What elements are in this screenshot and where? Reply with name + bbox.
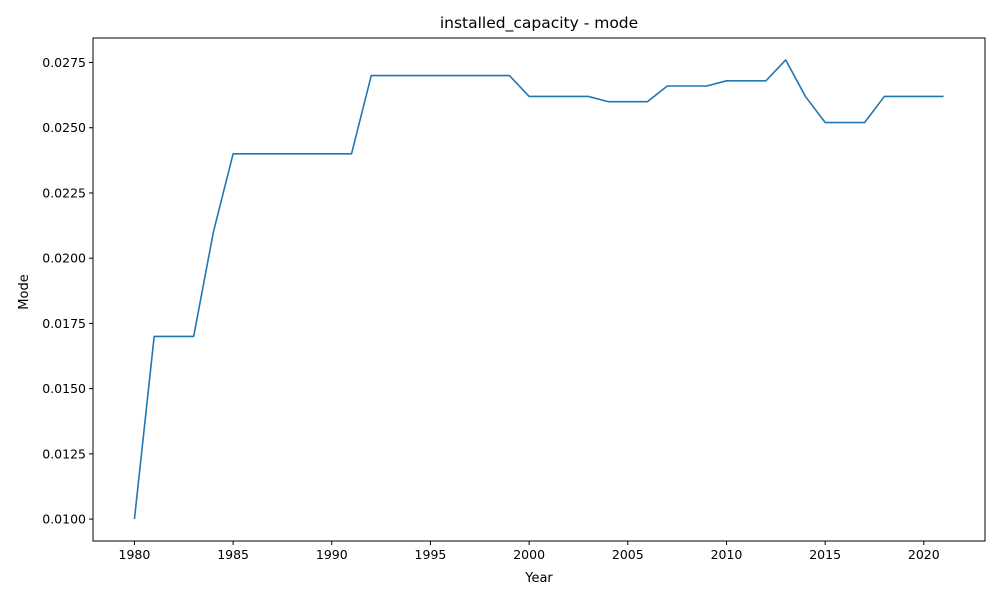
x-tick-label: 2005 <box>612 547 644 562</box>
y-tick-label: 0.0200 <box>42 251 86 266</box>
chart-title: installed_capacity - mode <box>440 14 638 33</box>
y-tick-label: 0.0175 <box>42 316 86 331</box>
y-tick-label: 0.0125 <box>42 446 86 461</box>
y-tick-label: 0.0250 <box>42 120 86 135</box>
plot-frame <box>92 37 986 542</box>
x-tick-label: 2015 <box>809 547 841 562</box>
y-tick-label: 0.0100 <box>42 512 86 527</box>
axes: 1980 1985 1990 1995 2000 2005 2010 2015 2020 0.01… <box>42 37 986 562</box>
x-tick-label: 2000 <box>513 547 545 562</box>
y-axis-label: Mode <box>17 274 32 309</box>
x-tick-label: 1990 <box>316 547 348 562</box>
x-tick-label: 1980 <box>119 547 151 562</box>
x-tick-label: 1995 <box>415 547 447 562</box>
x-tick-label: 1985 <box>217 547 249 562</box>
x-tick-label: 2010 <box>711 547 743 562</box>
y-tick-label: 0.0150 <box>42 381 86 396</box>
x-axis-label: Year <box>524 571 553 586</box>
plot-area <box>133 59 944 520</box>
y-tick-label: 0.0225 <box>42 185 86 200</box>
x-tick-label: 2020 <box>908 547 940 562</box>
series-line-0 <box>133 59 944 520</box>
y-tick-label: 0.0275 <box>42 55 86 70</box>
